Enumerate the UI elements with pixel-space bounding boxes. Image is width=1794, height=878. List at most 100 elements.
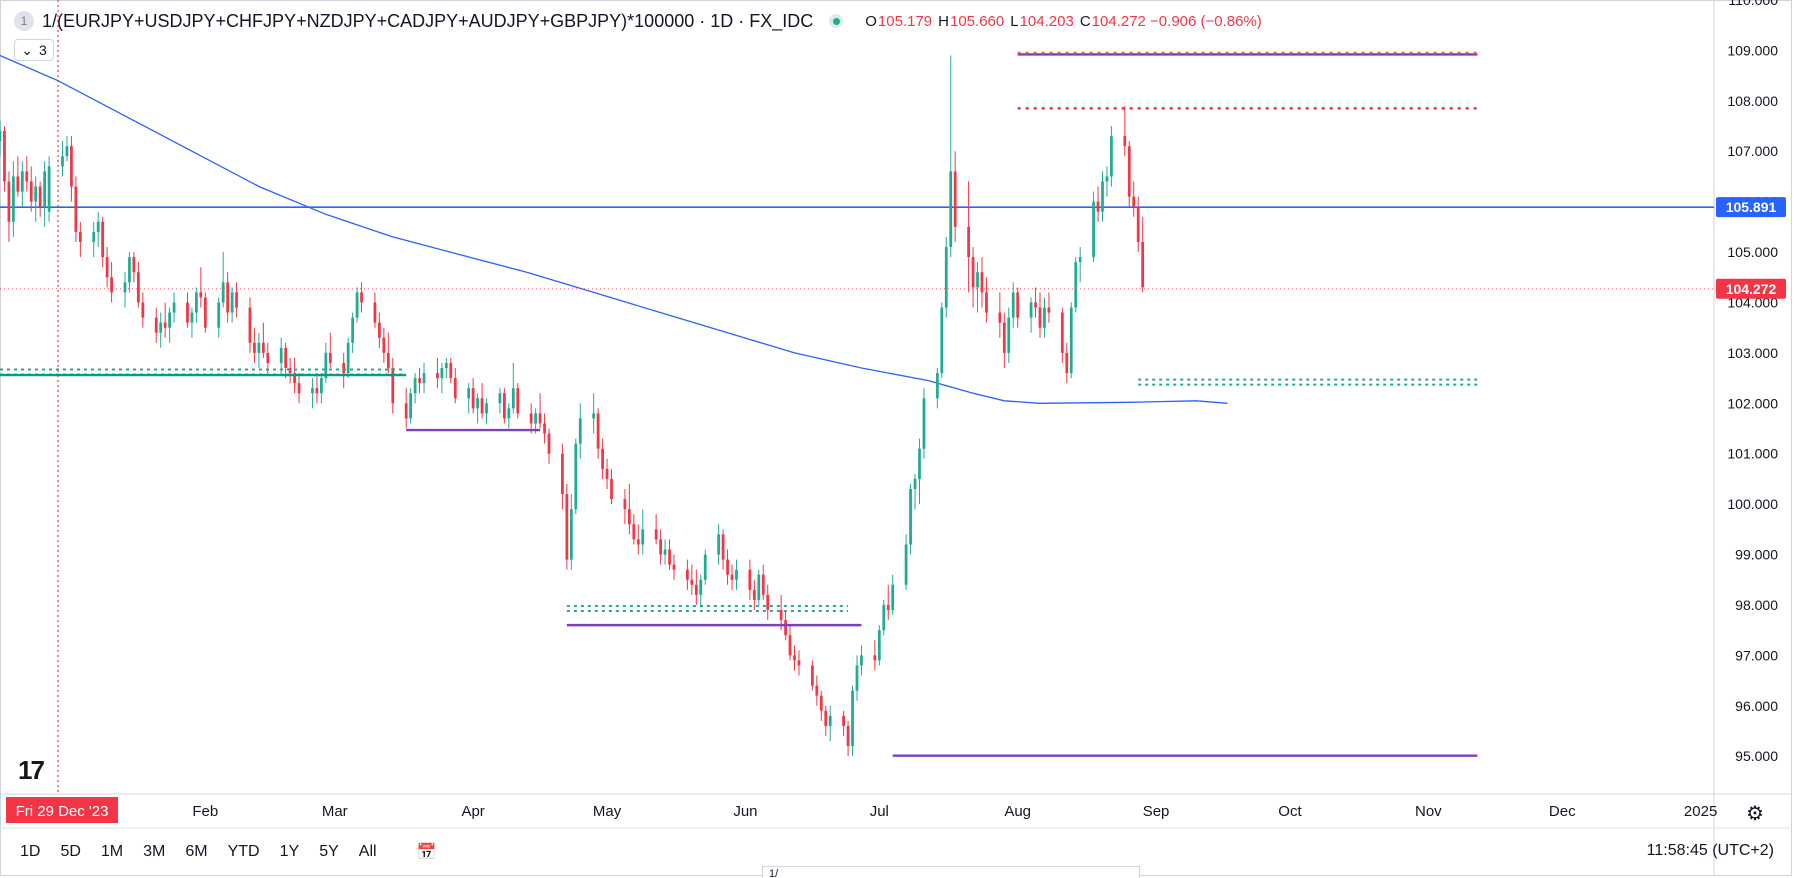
moving-average-line bbox=[0, 54, 1228, 404]
candle-body bbox=[779, 609, 783, 621]
candle-body bbox=[1132, 196, 1136, 207]
range-5y-button[interactable]: 5Y bbox=[319, 843, 339, 860]
pane-badge[interactable]: 1 bbox=[14, 11, 34, 31]
candle-body bbox=[266, 352, 270, 363]
candle-body bbox=[319, 378, 323, 394]
candle-body bbox=[221, 282, 225, 303]
candle-body bbox=[70, 146, 73, 187]
candle-body bbox=[967, 226, 970, 258]
candle-body bbox=[632, 524, 636, 540]
x-tick-label: May bbox=[593, 803, 622, 820]
range-1y-button[interactable]: 1Y bbox=[279, 843, 300, 860]
candle-body bbox=[949, 171, 953, 248]
y-tick-label: 105.000 bbox=[1727, 244, 1778, 260]
candle-body bbox=[944, 247, 948, 308]
market-status-icon[interactable] bbox=[829, 14, 844, 28]
candle-body bbox=[1069, 307, 1073, 374]
candle-body bbox=[828, 715, 832, 726]
range-5d-button[interactable]: 5D bbox=[60, 843, 81, 860]
candle-body bbox=[913, 478, 917, 490]
range-3m-button[interactable]: 3M bbox=[143, 843, 166, 860]
candle-body bbox=[47, 166, 51, 212]
y-tick-label: 110.000 bbox=[1728, 0, 1778, 8]
candle-body bbox=[29, 181, 33, 202]
high-key: H bbox=[938, 12, 949, 30]
candle-body bbox=[842, 715, 845, 726]
candle-body bbox=[1136, 206, 1140, 242]
candle-body bbox=[132, 257, 136, 273]
candle-body bbox=[20, 171, 24, 192]
candle-body bbox=[297, 383, 301, 394]
candle-body bbox=[154, 317, 158, 333]
close-value: 104.272 −0.906 (−0.86%) bbox=[1091, 12, 1262, 30]
close-key: C bbox=[1079, 12, 1091, 30]
candle-body bbox=[65, 146, 69, 157]
range-1d-button[interactable]: 1D bbox=[20, 843, 41, 860]
candle-body bbox=[502, 393, 506, 419]
candle-body bbox=[404, 403, 408, 419]
candle-body bbox=[980, 272, 984, 293]
candle-body bbox=[1029, 302, 1033, 318]
candle-body bbox=[261, 342, 265, 353]
candle-body bbox=[1141, 241, 1145, 288]
candle-body bbox=[797, 660, 801, 666]
candle-body bbox=[409, 393, 413, 419]
candle-body bbox=[690, 579, 694, 585]
candle-body bbox=[0, 131, 2, 142]
range-1m-button[interactable]: 1M bbox=[100, 843, 124, 860]
candle-body bbox=[378, 322, 381, 338]
y-tick-label: 109.000 bbox=[1727, 42, 1778, 58]
candle-body bbox=[703, 554, 707, 580]
candle-body bbox=[824, 710, 828, 726]
candle-body bbox=[373, 302, 377, 323]
range-ytd-button[interactable]: YTD bbox=[227, 843, 260, 860]
range-6m-button[interactable]: 6M bbox=[185, 843, 208, 860]
clock-timezone[interactable]: 11:58:45 (UTC+2) bbox=[1646, 842, 1774, 859]
x-tick-label: Nov bbox=[1415, 803, 1442, 820]
candle-body bbox=[230, 292, 234, 313]
candle-body bbox=[1105, 176, 1109, 182]
candle-body bbox=[971, 257, 975, 288]
candle-body bbox=[123, 282, 127, 293]
candle-body bbox=[860, 655, 863, 666]
candle-body bbox=[1060, 312, 1064, 353]
x-tick-label: Jun bbox=[733, 803, 757, 820]
indicators-toggle[interactable]: ⌄ 3 bbox=[14, 39, 54, 61]
candle-body bbox=[855, 665, 859, 691]
candle-body bbox=[627, 509, 631, 525]
candle-body bbox=[788, 635, 792, 656]
candle-body bbox=[610, 478, 613, 500]
candle-body bbox=[453, 378, 457, 399]
calendar-range-icon[interactable]: 📅 bbox=[416, 844, 437, 861]
gear-icon[interactable]: ⚙ bbox=[1746, 802, 1764, 825]
candle-body bbox=[279, 347, 283, 363]
candle-body bbox=[1007, 317, 1011, 353]
candle-body bbox=[1101, 181, 1104, 212]
candle-body bbox=[922, 398, 926, 449]
candle-body bbox=[721, 534, 725, 560]
candle-body bbox=[16, 176, 20, 192]
candle-body bbox=[480, 398, 484, 414]
y-tick-label: 100.000 bbox=[1727, 496, 1778, 512]
panel-tab[interactable]: 1/ bbox=[762, 866, 1140, 878]
candle-body bbox=[1002, 322, 1006, 353]
symbol-legend: 1 1/(EURJPY+USDJPY+CHFJPY+NZDJPY+CADJPY+… bbox=[14, 9, 1262, 33]
range-all-button[interactable]: All bbox=[358, 843, 377, 860]
candle-body bbox=[543, 423, 546, 434]
tradingview-logo-icon[interactable]: 17 bbox=[18, 755, 45, 785]
candle-body bbox=[1096, 201, 1100, 212]
candle-body bbox=[909, 489, 912, 545]
x-tick-label: Jul bbox=[870, 803, 889, 820]
candle-body bbox=[203, 297, 207, 328]
candle-body bbox=[976, 272, 979, 288]
x-tick-label: Oct bbox=[1278, 803, 1302, 820]
candle-body bbox=[694, 584, 698, 595]
candle-body bbox=[159, 322, 163, 333]
candle-body bbox=[1065, 352, 1069, 374]
candle-body bbox=[128, 257, 131, 283]
symbol-title[interactable]: 1/(EURJPY+USDJPY+CHFJPY+NZDJPY+CADJPY+AU… bbox=[42, 10, 814, 31]
candle-body bbox=[605, 468, 609, 479]
candle-body bbox=[1038, 307, 1042, 328]
candle-body bbox=[25, 171, 29, 182]
